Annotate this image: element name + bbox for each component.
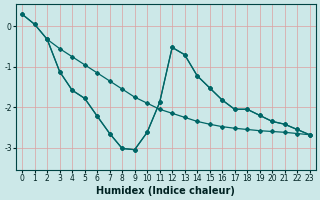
X-axis label: Humidex (Indice chaleur): Humidex (Indice chaleur) bbox=[96, 186, 235, 196]
